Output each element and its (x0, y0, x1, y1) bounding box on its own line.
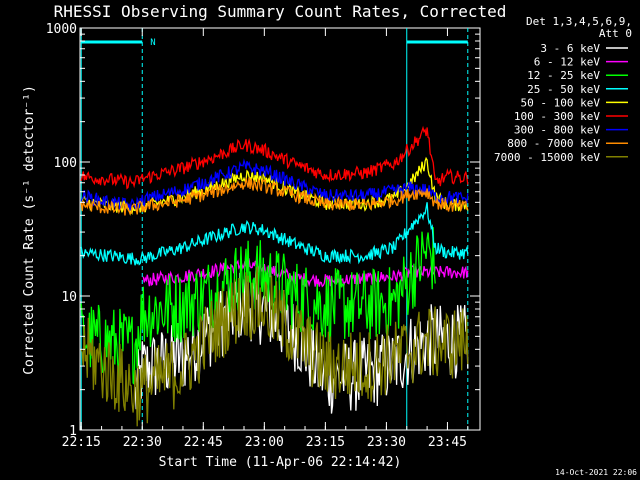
series-line-100-300-kev (80, 125, 469, 190)
legend-label-6: 300 - 800 keV (514, 124, 600, 137)
x-tick-label-1: 22:30 (123, 435, 162, 450)
legend-label-7: 800 - 7000 keV (507, 137, 600, 150)
legend-label-3: 25 - 50 keV (527, 83, 600, 96)
plot-frame (79, 27, 481, 431)
x-tick-label-4: 23:15 (306, 435, 345, 450)
series-layer (80, 125, 469, 427)
legend-label-0: 3 - 6 keV (540, 42, 600, 55)
series-line-25-50-kev (80, 202, 469, 266)
footer-timestamp: 14-Oct-2021 22:06 (555, 468, 637, 477)
legend-label-2: 12 - 25 keV (527, 69, 600, 82)
legend-header-0: Det 1,3,4,5,6,9, (526, 15, 632, 28)
x-tick-label-0: 22:15 (62, 435, 101, 450)
y-axis-label: Corrected Count Rate (s⁻¹ detector⁻¹) (22, 85, 37, 375)
y-tick-label-3: 1000 (46, 22, 77, 37)
series-line-300-800-kev (80, 158, 469, 213)
x-tick-label-6: 23:45 (428, 435, 467, 450)
y-tick-label-2: 100 (54, 156, 77, 171)
x-axis-label: Start Time (11-Apr-06 22:14:42) (159, 455, 402, 470)
y-tick-label-1: 10 (61, 290, 77, 305)
axes: 22:15 22:30 22:45 23:00 23:15 23:30 23:45 1 10 10… (46, 22, 480, 450)
x-tick-label-5: 23:30 (367, 435, 406, 450)
legend-header-1: Att 0 (599, 27, 632, 40)
legend-label-4: 50 - 100 keV (521, 96, 601, 109)
x-tick-label-2: 22:45 (184, 435, 223, 450)
x-tick-label-3: 23:00 (245, 435, 284, 450)
legend-label-5: 100 - 300 keV (514, 110, 600, 123)
annotation-0: N (150, 38, 155, 48)
chart-title: RHESSI Observing Summary Count Rates, Co… (54, 2, 507, 21)
legend-label-8: 7000 - 15000 keV (494, 151, 600, 164)
series-line-800-7000-kev (80, 177, 468, 216)
y-tick-label-0: 1 (69, 424, 77, 439)
series-line-7000-15000-kev (80, 266, 469, 427)
legend-label-1: 6 - 12 keV (534, 56, 601, 69)
